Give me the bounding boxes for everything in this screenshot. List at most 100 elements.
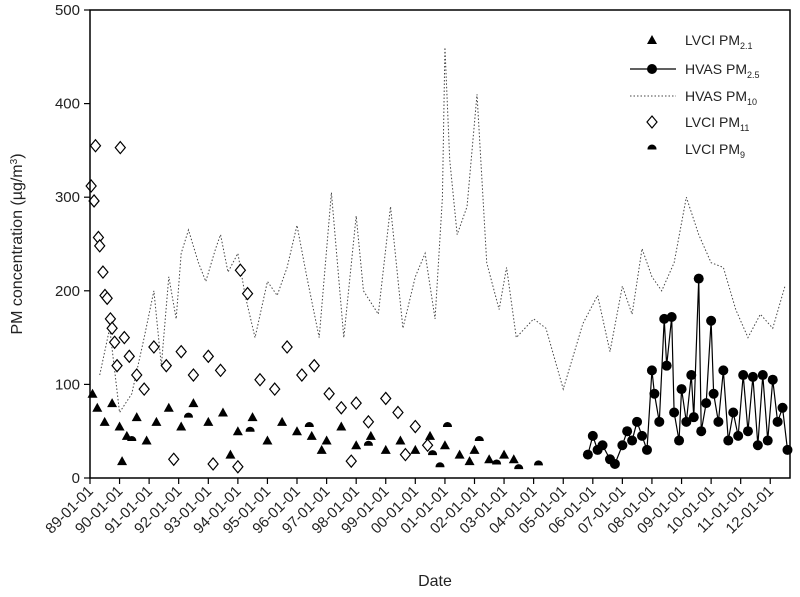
legend-label-sub: 9 bbox=[740, 150, 745, 160]
y-tick-label: 200 bbox=[55, 283, 80, 300]
series-hvas-pm2-5 bbox=[582, 273, 793, 469]
legend-label-sub: 2.5 bbox=[747, 70, 760, 80]
data-point bbox=[203, 416, 214, 426]
data-point bbox=[669, 407, 680, 418]
data-point bbox=[533, 460, 543, 466]
data-point bbox=[101, 291, 113, 306]
data-point bbox=[733, 430, 744, 441]
legend-item: HVAS PM10 bbox=[630, 88, 757, 107]
data-point bbox=[117, 456, 128, 466]
legend-label: LVCI PM2.1 bbox=[685, 32, 753, 51]
data-point bbox=[151, 416, 162, 426]
data-point bbox=[718, 365, 729, 376]
data-point bbox=[111, 358, 123, 373]
data-point bbox=[752, 440, 763, 451]
data-point bbox=[335, 400, 348, 415]
plot-frame bbox=[89, 9, 791, 479]
data-point bbox=[395, 435, 406, 445]
data-point bbox=[499, 449, 510, 459]
y-axis-title-main: PM concentration (µg/m bbox=[9, 164, 26, 334]
series-layer bbox=[85, 47, 793, 474]
legend-label: HVAS PM2.5 bbox=[685, 61, 760, 80]
data-point bbox=[609, 458, 620, 469]
data-point bbox=[306, 430, 317, 440]
data-point bbox=[123, 349, 136, 364]
series-hvas-pm10 bbox=[99, 47, 786, 414]
data-point bbox=[107, 398, 118, 408]
data-point bbox=[661, 360, 672, 371]
data-point bbox=[762, 435, 773, 446]
legend-label-base: LVCI PM bbox=[685, 141, 740, 157]
legend-label: LVCI PM9 bbox=[685, 141, 745, 160]
data-point bbox=[597, 440, 608, 451]
data-point bbox=[767, 374, 778, 385]
data-point bbox=[742, 426, 753, 437]
data-point bbox=[118, 330, 131, 345]
data-point bbox=[474, 436, 484, 442]
data-point bbox=[747, 371, 758, 382]
data-point bbox=[254, 372, 266, 387]
data-point bbox=[409, 419, 422, 434]
data-point bbox=[582, 449, 593, 460]
data-point bbox=[782, 444, 793, 455]
data-point bbox=[435, 462, 445, 468]
data-point bbox=[225, 449, 236, 459]
data-point bbox=[693, 273, 704, 284]
data-point bbox=[738, 370, 749, 381]
data-point bbox=[176, 421, 187, 431]
data-point bbox=[428, 450, 438, 456]
legend-item: HVAS PM2.5 bbox=[630, 61, 760, 80]
data-point bbox=[131, 412, 142, 422]
data-point bbox=[217, 407, 228, 417]
legend-label-sub: 2.1 bbox=[740, 41, 753, 51]
data-point bbox=[291, 426, 302, 436]
y-axis: 0 100 200 300 400 500 bbox=[55, 2, 90, 487]
data-point bbox=[587, 430, 598, 441]
data-point bbox=[421, 438, 434, 453]
legend-label-base: HVAS PM bbox=[685, 88, 747, 104]
data-point bbox=[492, 459, 502, 465]
data-point bbox=[681, 416, 692, 427]
legend-label-base: LVCI PM bbox=[685, 114, 740, 130]
data-point bbox=[728, 407, 739, 418]
data-point bbox=[627, 435, 638, 446]
series-line bbox=[587, 278, 789, 466]
data-point bbox=[439, 440, 450, 450]
data-point bbox=[323, 386, 335, 401]
data-point bbox=[708, 388, 719, 399]
series-lvci-pm2-1 bbox=[87, 388, 519, 466]
data-point bbox=[108, 335, 121, 350]
data-point bbox=[127, 436, 137, 442]
data-point bbox=[232, 459, 244, 474]
y-tick-label: 300 bbox=[55, 189, 80, 206]
data-point bbox=[148, 340, 160, 354]
data-point bbox=[175, 344, 187, 359]
data-point bbox=[362, 414, 375, 429]
data-point bbox=[674, 435, 685, 446]
data-point bbox=[308, 358, 321, 373]
data-point bbox=[676, 384, 687, 395]
data-point bbox=[379, 391, 392, 406]
data-point bbox=[268, 382, 281, 397]
data-point bbox=[114, 421, 125, 431]
data-point bbox=[351, 440, 362, 450]
data-point bbox=[321, 435, 332, 445]
data-point bbox=[232, 426, 243, 436]
data-point bbox=[138, 382, 150, 397]
data-point bbox=[442, 422, 452, 428]
legend-item: LVCI PM9 bbox=[647, 141, 745, 160]
y-tick-label: 500 bbox=[55, 2, 80, 19]
data-point bbox=[425, 430, 436, 440]
legend-label-base: HVAS PM bbox=[685, 61, 747, 77]
legend-label-sub: 11 bbox=[740, 123, 749, 133]
series-line bbox=[99, 47, 786, 414]
data-point bbox=[241, 286, 254, 301]
legend-symbol bbox=[646, 115, 658, 129]
data-point bbox=[666, 312, 677, 323]
legend-label: HVAS PM10 bbox=[685, 88, 757, 107]
data-point bbox=[202, 349, 215, 364]
data-point bbox=[141, 435, 152, 445]
data-point bbox=[336, 421, 347, 431]
data-point bbox=[114, 140, 127, 155]
data-point bbox=[93, 238, 106, 253]
